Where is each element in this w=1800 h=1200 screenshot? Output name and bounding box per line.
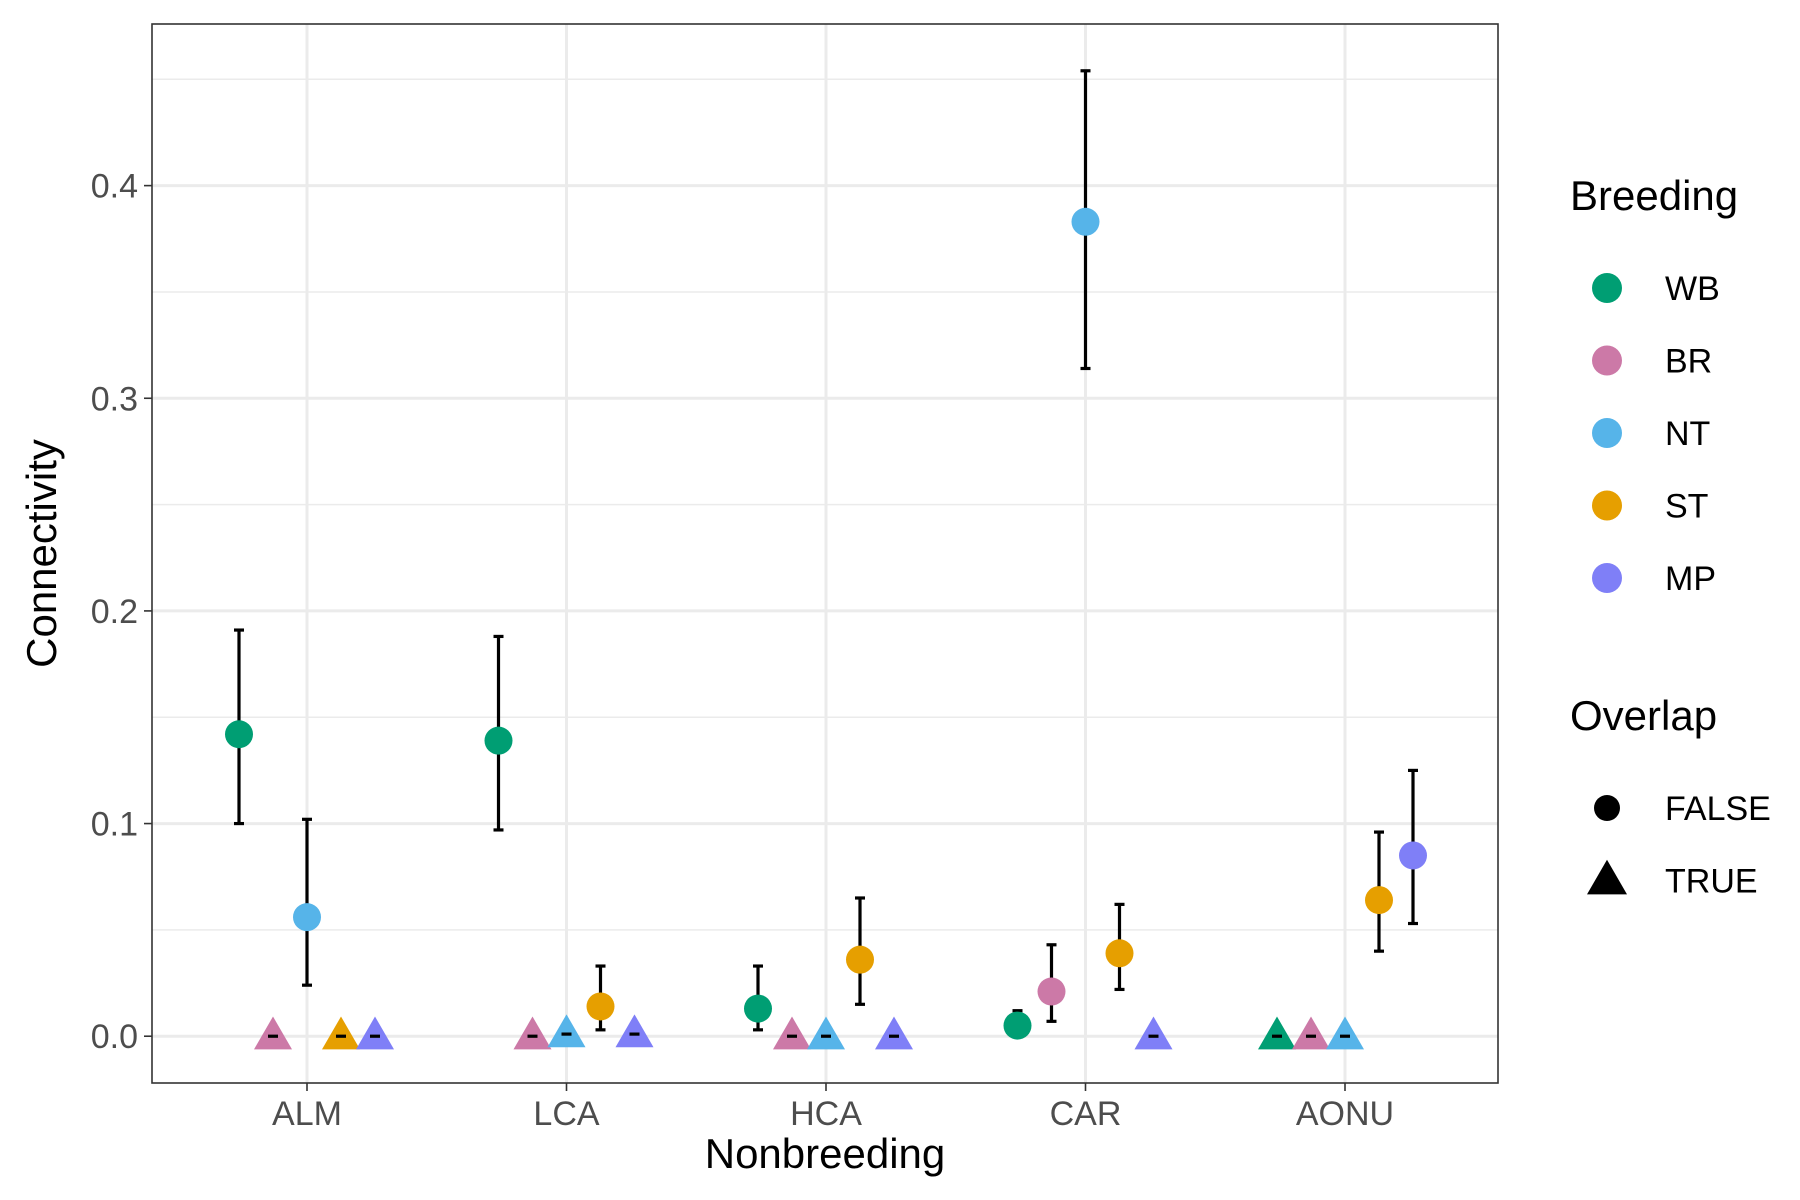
x-tick-label: ALM [272, 1095, 342, 1133]
data-point-triangle [615, 1014, 654, 1048]
data-point-triangle [356, 1016, 394, 1050]
x-tick-label: HCA [790, 1095, 862, 1133]
legend-label: TRUE [1665, 863, 1758, 901]
data-point-circle [1105, 939, 1134, 968]
legend-title: Overlap [1570, 692, 1717, 739]
data-point-circle [744, 994, 772, 1023]
legend-key-circle [1592, 418, 1622, 448]
data-point-circle [846, 945, 874, 974]
legend-label: NT [1665, 415, 1710, 453]
y-tick-label: 0.4 [91, 168, 138, 206]
data-point-circle [484, 726, 513, 755]
data-point-circle [586, 992, 615, 1021]
data-point-triangle [773, 1016, 811, 1050]
x-axis-title: Nonbreeding [705, 1130, 946, 1177]
data-point-circle [1071, 207, 1100, 236]
data-point-circle [1399, 841, 1427, 870]
data-point-circle [1365, 886, 1393, 915]
data-point-triangle [1258, 1016, 1296, 1050]
data-point-circle [1003, 1011, 1032, 1040]
legend-label: FALSE [1665, 790, 1771, 828]
legend-key-circle [1592, 345, 1622, 376]
data-point-triangle [1292, 1016, 1330, 1050]
legend-key-circle [1594, 795, 1620, 821]
data-point-circle [293, 903, 321, 932]
data-point-triangle [547, 1014, 586, 1048]
x-tick-label: CAR [1050, 1095, 1122, 1133]
data-point-triangle [254, 1016, 292, 1050]
data-point-triangle [1326, 1016, 1364, 1050]
data-point-triangle [1134, 1016, 1173, 1050]
legend-title: Breeding [1570, 172, 1738, 219]
data-point-triangle [322, 1016, 360, 1050]
legend-label: MP [1665, 560, 1716, 598]
legend-key-circle [1592, 273, 1622, 303]
legend-label: WB [1665, 270, 1720, 308]
y-axis-title: Connectivity [18, 439, 65, 668]
x-tick-label: AONU [1296, 1095, 1394, 1133]
data-point-triangle [807, 1016, 845, 1050]
legend-label: BR [1665, 343, 1712, 381]
y-tick-label: 0.1 [91, 806, 138, 844]
legend-key-circle [1592, 490, 1622, 521]
legends: Breeding WB BR NT ST MP Overlap FALSE TRUE [1570, 172, 1771, 901]
data-points [225, 207, 1427, 1050]
legend-label: ST [1665, 488, 1708, 526]
panel-border [151, 23, 1499, 1084]
y-tick-label: 0.3 [91, 380, 138, 418]
legend-key-triangle [1587, 859, 1627, 895]
x-tick-label: LCA [533, 1095, 599, 1133]
axes: 0.0 0.1 0.2 0.3 0.4 ALM LCA HCA CAR AONU [91, 168, 1394, 1133]
data-point-triangle [875, 1016, 913, 1050]
data-point-circle [225, 720, 253, 749]
data-point-triangle [513, 1016, 552, 1050]
legend-key-circle [1592, 563, 1622, 593]
y-tick-label: 0.2 [91, 593, 138, 631]
data-point-circle [1037, 977, 1066, 1006]
y-tick-label: 0.0 [91, 1018, 138, 1056]
